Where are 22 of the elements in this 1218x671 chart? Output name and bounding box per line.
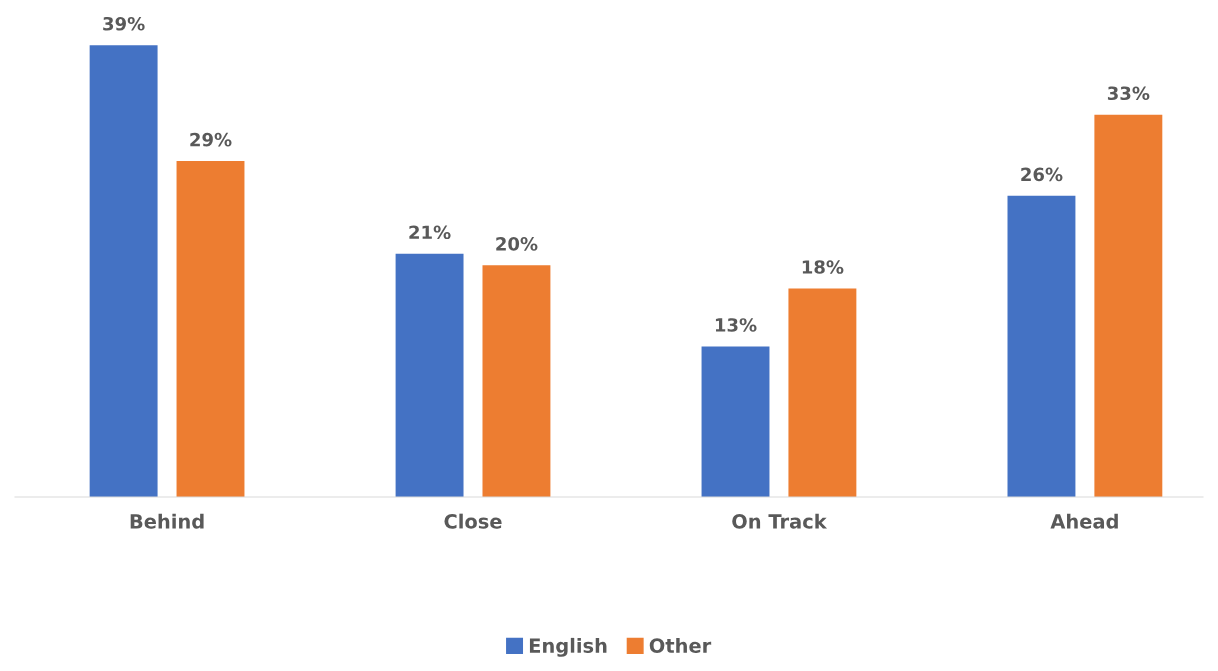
- bar: [1007, 195, 1076, 497]
- data-label: 26%: [1021, 167, 1063, 182]
- bar: [482, 265, 551, 497]
- x-tick-label: Behind: [130, 513, 204, 529]
- bar: [89, 45, 158, 497]
- x-tick-label: On Track: [732, 513, 828, 529]
- legend-label: English: [529, 637, 607, 657]
- legend-label: Other: [649, 637, 712, 653]
- data-label: 18%: [802, 260, 844, 274]
- x-tick-label: Ahead: [1050, 513, 1118, 529]
- bar: [1094, 114, 1163, 497]
- data-label: 21%: [409, 225, 451, 240]
- data-label: 33%: [1107, 86, 1150, 101]
- bar: [788, 288, 857, 497]
- data-label: 39%: [103, 16, 145, 31]
- data-label: 29%: [190, 132, 232, 147]
- data-label: 13%: [715, 318, 757, 332]
- data-label: 20%: [496, 237, 538, 251]
- bar: [701, 346, 770, 497]
- bar: [395, 253, 464, 497]
- bar: [176, 161, 245, 497]
- x-tick-label: Close: [444, 513, 502, 529]
